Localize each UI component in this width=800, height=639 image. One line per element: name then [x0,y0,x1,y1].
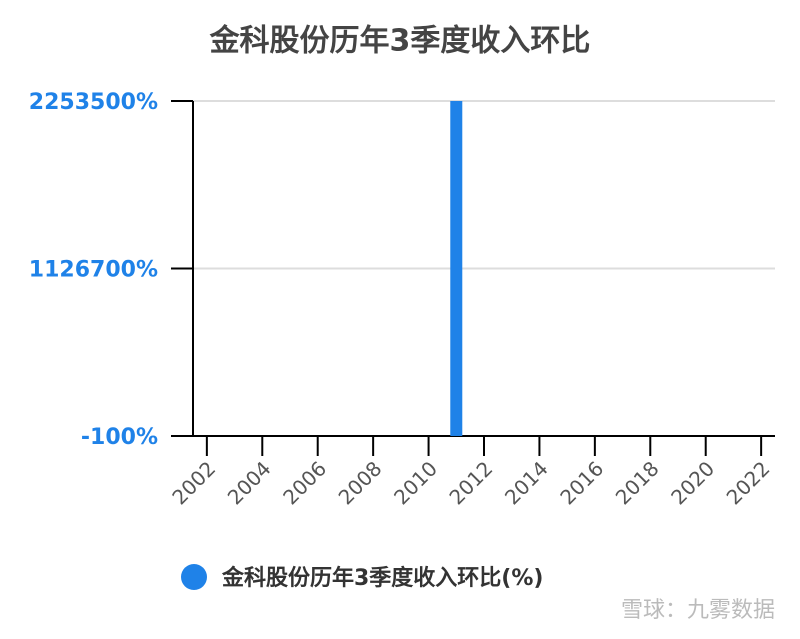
y-tick-label: 2253500% [29,90,158,115]
x-tick-label: 2006 [278,456,331,509]
y-tick-label: -100% [81,425,158,450]
x-tick-label: 2018 [611,456,664,509]
x-tick-label: 2020 [666,456,719,509]
x-tick-label: 2010 [389,456,442,509]
legend-label: 金科股份历年3季度收入环比(%) [221,565,543,591]
x-tick-label: 2022 [722,456,775,509]
bar [450,101,463,436]
x-tick-label: 2014 [500,456,553,509]
x-tick-label: 2016 [555,456,608,509]
legend-marker [181,564,207,590]
x-tick-label: 2004 [223,456,276,509]
x-tick-label: 2008 [334,456,387,509]
y-tick-label: 1126700% [29,258,158,283]
chart-title: 金科股份历年3季度收入环比 [209,24,591,59]
x-tick-label: 2012 [444,456,497,509]
watermark: 雪球：九雾数据 [621,598,775,623]
x-tick-label: 2002 [167,456,220,509]
